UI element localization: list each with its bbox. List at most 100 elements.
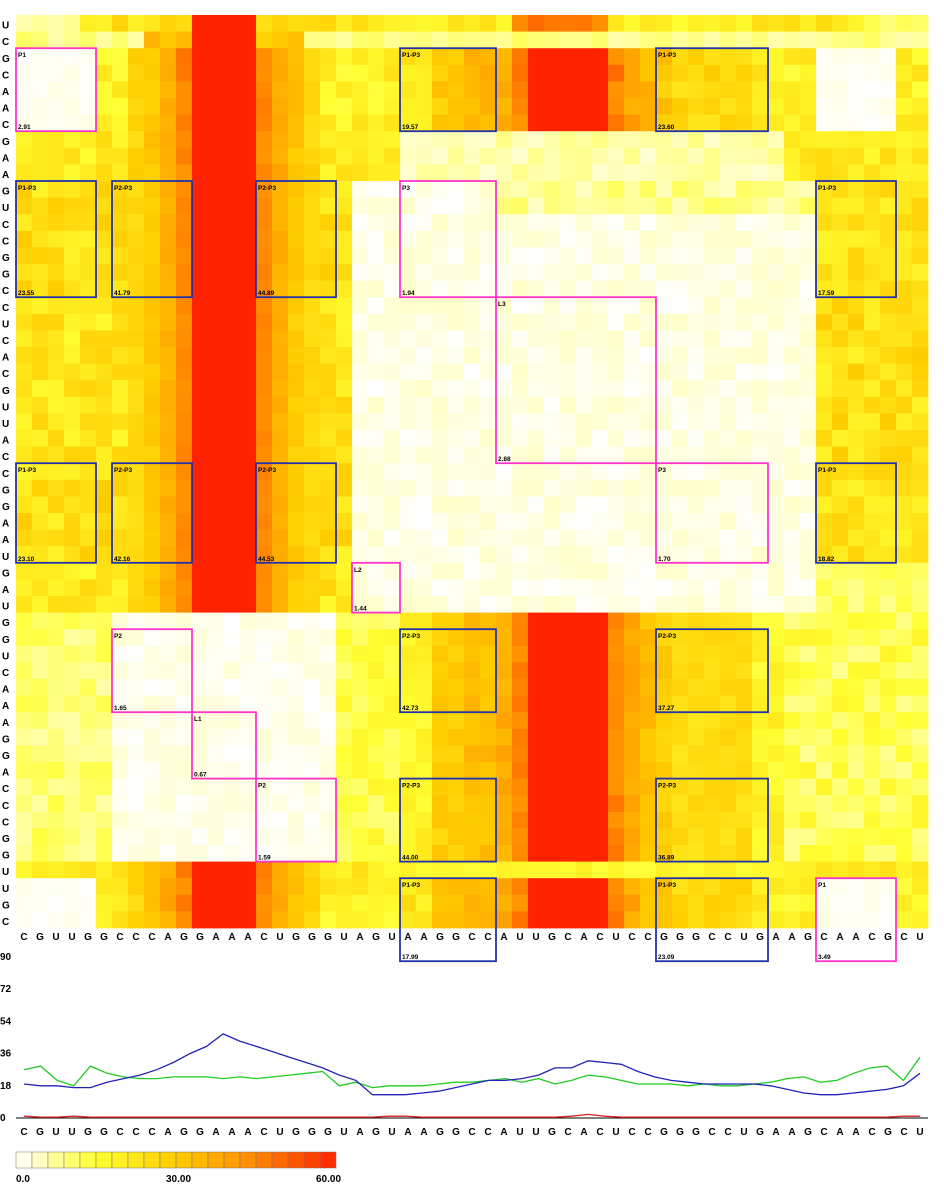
heatmap-cell — [816, 48, 833, 66]
heatmap-cell — [736, 911, 753, 929]
heatmap-cell — [160, 48, 177, 66]
heatmap-cell — [496, 596, 513, 613]
heatmap-cell — [224, 811, 241, 829]
heatmap-cell — [288, 745, 305, 763]
heatmap-cell — [416, 579, 433, 597]
heatmap-cell — [400, 762, 417, 779]
column-nucleotide-label: U — [612, 1127, 619, 1138]
heatmap-cell — [512, 430, 529, 447]
heatmap-cell — [608, 114, 625, 132]
heatmap-cell — [32, 695, 49, 713]
heatmap-cell — [128, 529, 145, 547]
heatmap-cell — [800, 396, 817, 414]
heatmap-cell — [192, 629, 209, 647]
heatmap-cell — [496, 795, 513, 813]
heatmap-cell — [544, 347, 561, 364]
column-nucleotide-label: G — [180, 932, 188, 943]
heatmap-cell — [560, 679, 577, 696]
heatmap-cell — [624, 845, 641, 862]
heatmap-cell — [688, 562, 705, 580]
heatmap-cell — [832, 679, 849, 696]
heatmap-cell — [608, 230, 625, 248]
heatmap-cell — [64, 845, 81, 862]
heatmap-cell — [560, 529, 577, 547]
region-box — [111, 462, 193, 564]
heatmap-cell — [144, 579, 161, 597]
heatmap-cell — [240, 745, 257, 763]
row-nucleotide-label: A — [2, 685, 9, 696]
heatmap-cell — [208, 845, 225, 862]
heatmap-cell — [96, 894, 113, 912]
heatmap-cell — [544, 562, 561, 580]
heatmap-cell — [768, 596, 785, 613]
heatmap-cell — [896, 297, 913, 315]
region-value: 23.60 — [658, 124, 675, 131]
heatmap-cell — [768, 695, 785, 713]
heatmap-cell — [640, 496, 657, 514]
heatmap-cell — [352, 430, 369, 447]
heatmap-cell — [512, 911, 529, 929]
heatmap-cell — [464, 596, 481, 613]
heatmap-cell — [272, 513, 289, 530]
heatmap-cell — [32, 197, 49, 215]
heatmap-cell — [16, 463, 33, 481]
heatmap-cell — [352, 330, 369, 348]
heatmap-cell — [864, 363, 881, 381]
heatmap-cell — [480, 861, 497, 879]
heatmap-cell — [736, 662, 753, 680]
heatmap-cell — [560, 845, 577, 862]
heatmap-cell — [208, 330, 225, 348]
heatmap-cell — [208, 662, 225, 680]
heatmap-cell — [800, 446, 817, 464]
heatmap-cell — [592, 529, 609, 547]
column-nucleotide-label: G — [548, 1127, 556, 1138]
heatmap-cell — [160, 98, 177, 115]
heatmap-cell — [112, 280, 129, 298]
heatmap-cell — [576, 645, 593, 663]
heatmap-cell — [336, 662, 353, 680]
heatmap-cell — [144, 230, 161, 248]
heatmap-cell — [528, 230, 545, 248]
heatmap-cell — [160, 330, 177, 348]
heatmap-cell — [160, 861, 177, 879]
heatmap-cell — [752, 662, 769, 680]
row-nucleotide-label: C — [2, 369, 9, 380]
heatmap-cell — [144, 363, 161, 381]
heatmap-cell — [480, 629, 497, 647]
heatmap-cell — [880, 98, 897, 115]
heatmap-cell — [688, 529, 705, 547]
heatmap-cell — [240, 396, 257, 414]
heatmap-cell — [400, 380, 417, 398]
heatmap-cell — [496, 562, 513, 580]
heatmap-cell — [640, 728, 657, 746]
heatmap-cell — [160, 264, 177, 281]
heatmap-cell — [800, 562, 817, 580]
heatmap-cell — [624, 98, 641, 115]
heatmap-cell — [176, 645, 193, 663]
column-nucleotide-label: G — [308, 1127, 316, 1138]
heatmap-cell — [112, 114, 129, 132]
heatmap-cell — [336, 446, 353, 464]
heatmap-cell — [288, 181, 305, 198]
heatmap-cell — [432, 845, 449, 862]
heatmap-cell — [544, 197, 561, 215]
heatmap-cell — [512, 513, 529, 530]
heatmap-cell — [544, 181, 561, 198]
heatmap-cell — [304, 48, 321, 66]
heatmap-cell — [320, 147, 337, 165]
region-label: P2-P3 — [114, 467, 132, 474]
heatmap-cell — [176, 280, 193, 298]
heatmap-cell — [48, 131, 65, 149]
row-sequence-labels: UCGCAACGAAGUCCGGCCUCACGUUACCGGAAUGAUGGUC… — [2, 21, 10, 928]
heatmap-cell — [752, 463, 769, 481]
heatmap-cell — [16, 496, 33, 514]
heatmap-cell — [208, 629, 225, 647]
heatmap-cell — [544, 529, 561, 547]
heatmap-cell — [176, 845, 193, 862]
heatmap-cell — [912, 214, 929, 232]
column-nucleotide-label: C — [820, 1127, 827, 1138]
heatmap-cell — [464, 280, 481, 298]
heatmap-cell — [752, 313, 769, 331]
heatmap-cell — [672, 15, 689, 32]
heatmap-cell — [48, 330, 65, 348]
